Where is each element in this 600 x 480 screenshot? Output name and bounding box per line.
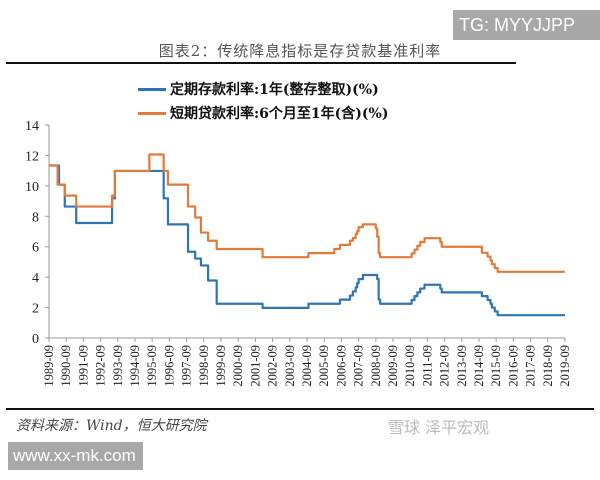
x-tick-label: 2012-09: [438, 345, 452, 387]
x-tick-label: 2013-09: [455, 345, 469, 387]
x-tick-label: 1997-09: [180, 345, 194, 387]
x-tick-label: 1992-09: [94, 345, 108, 387]
legend-label-loan: 短期贷款利率:6个月至1年(含)(%): [170, 106, 389, 122]
x-tick-label: 1999-09: [214, 345, 228, 387]
x-tick-label: 2007-09: [352, 345, 366, 387]
x-tick-label: 2018-09: [541, 345, 555, 387]
legend-label-deposit: 定期存款利率:1年(整存整取)(%): [170, 82, 379, 98]
x-tick-label: 2019-09: [558, 345, 572, 387]
y-tick-label: 6: [32, 241, 39, 256]
x-tick-label: 2006-09: [334, 345, 348, 387]
y-tick-label: 2: [32, 302, 39, 317]
y-tick-label: 4: [32, 271, 39, 286]
watermark-logo: 雪球 泽平宏观: [388, 418, 490, 437]
x-tick-label: 2017-09: [524, 345, 538, 387]
x-tick-label: 1998-09: [197, 345, 211, 387]
legend-item-loan: 短期贷款利率:6个月至1年(含)(%): [138, 103, 388, 123]
y-tick-label: 8: [32, 210, 39, 225]
legend-item-deposit: 定期存款利率:1年(整存整取)(%): [138, 79, 379, 99]
legend-swatch-loan: [138, 111, 166, 115]
x-tick-label: 1989-09: [42, 345, 56, 387]
series-line-loan: [49, 153, 565, 273]
x-tick-label: 1995-09: [145, 345, 159, 387]
y-tick-label: 0: [32, 332, 39, 347]
bottom-rule: [6, 408, 594, 410]
source-note: 资料来源：Wind，恒大研究院: [16, 418, 207, 434]
series-line-deposit: [49, 164, 565, 317]
x-tick-label: 1991-09: [76, 345, 90, 387]
y-tick-label: 14: [25, 119, 39, 134]
x-tick-label: 2003-09: [283, 345, 297, 387]
watermark-top: TG: MYYJJPP: [453, 10, 600, 40]
x-tick-label: 2014-09: [472, 345, 486, 387]
x-tick-label: 2015-09: [489, 345, 503, 387]
x-tick-label: 2010-09: [403, 345, 417, 387]
x-tick-label: 2004-09: [300, 345, 314, 387]
x-tick-label: 2002-09: [266, 345, 280, 387]
title-rule: [6, 62, 516, 64]
x-tick-label: 1996-09: [162, 345, 176, 387]
x-tick-label: 2005-09: [317, 345, 331, 387]
y-tick-label: 12: [25, 149, 39, 164]
y-tick-label: 10: [25, 180, 39, 195]
x-tick-label: 2011-09: [420, 345, 434, 386]
x-tick-label: 1993-09: [111, 345, 125, 387]
x-tick-label: 2001-09: [248, 345, 262, 387]
legend-swatch-deposit: [138, 87, 166, 91]
chart-title: 图表2：传统降息指标是存贷款基准利率: [158, 42, 442, 60]
x-tick-label: 2009-09: [386, 345, 400, 387]
x-tick-label: 2008-09: [369, 345, 383, 387]
watermark-bottom: www.xx-mk.com: [8, 442, 143, 470]
x-tick-label: 1990-09: [59, 345, 73, 387]
x-tick-label: 1994-09: [128, 345, 142, 387]
x-tick-label: 2016-09: [506, 345, 520, 387]
x-tick-label: 2000-09: [231, 345, 245, 387]
